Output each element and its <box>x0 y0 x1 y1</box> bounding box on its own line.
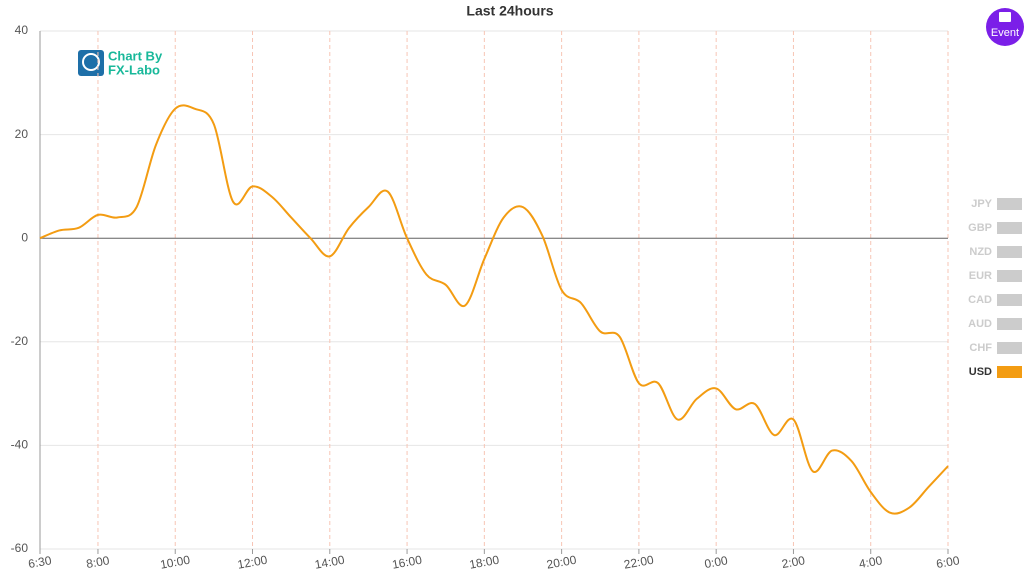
legend-label: CHF <box>969 342 992 354</box>
x-tick-label: 8:00 <box>85 553 111 571</box>
legend-swatch <box>997 270 1022 282</box>
legend-swatch <box>997 246 1022 258</box>
legend-label: GBP <box>968 222 992 234</box>
legend-swatch <box>997 198 1022 210</box>
event-button[interactable]: Event <box>986 8 1024 46</box>
logo-text: FX-Labo <box>108 62 160 77</box>
legend-swatch <box>997 222 1022 234</box>
event-button-bg[interactable] <box>986 8 1024 46</box>
logo-glass <box>82 53 100 71</box>
y-tick-label: 0 <box>21 230 28 244</box>
x-tick-label: 18:00 <box>468 553 500 572</box>
x-tick-label: 12:00 <box>236 553 268 572</box>
x-tick-label: 14:00 <box>314 553 346 572</box>
x-tick-label: 6:00 <box>935 553 961 571</box>
event-label[interactable]: Event <box>991 27 1019 39</box>
x-tick-label: 22:00 <box>623 553 655 572</box>
x-tick-label: 2:00 <box>781 553 807 571</box>
logo-text: Chart By <box>108 48 163 63</box>
legend-label: EUR <box>969 270 992 282</box>
x-tick-label: 0:00 <box>703 553 729 571</box>
y-tick-label: -40 <box>11 438 29 452</box>
event-icon <box>999 12 1011 22</box>
legend-label: USD <box>969 366 992 378</box>
y-tick-label: 20 <box>15 127 29 141</box>
legend-swatch <box>997 294 1022 306</box>
y-tick-label: -20 <box>11 334 29 348</box>
legend-swatch <box>997 342 1022 354</box>
legend-label: NZD <box>969 246 992 258</box>
line <box>39 104 949 515</box>
x-tick-label: 4:00 <box>858 553 884 571</box>
legend-label: AUD <box>968 318 992 330</box>
x-tick-label: 16:00 <box>391 553 423 572</box>
legend-swatch <box>997 318 1022 330</box>
legend-label: CAD <box>968 294 992 306</box>
y-tick-label: -60 <box>11 541 29 555</box>
x-tick-label: 6:30 <box>27 553 53 571</box>
chart-title: Last 24hours <box>466 3 553 19</box>
x-tick-label: 20:00 <box>545 553 577 572</box>
legend-swatch <box>997 366 1022 378</box>
watermark: Chart By FX-Labo <box>78 48 163 77</box>
legend-label: JPY <box>971 198 992 210</box>
x-tick-label: 10:00 <box>159 553 191 572</box>
y-tick-label: 40 <box>15 23 29 37</box>
